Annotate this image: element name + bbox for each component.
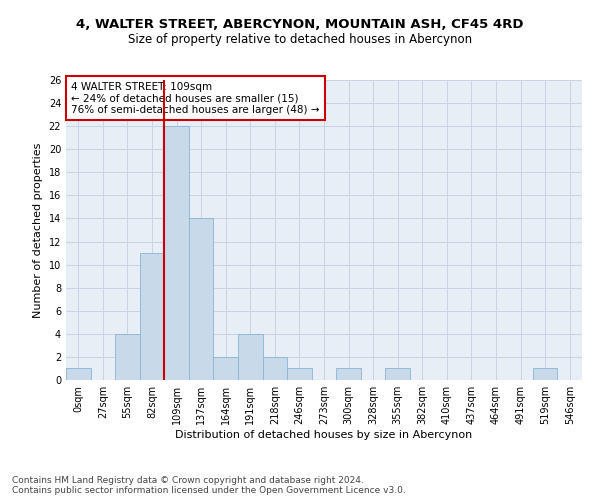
Text: 4, WALTER STREET, ABERCYNON, MOUNTAIN ASH, CF45 4RD: 4, WALTER STREET, ABERCYNON, MOUNTAIN AS… xyxy=(76,18,524,30)
Bar xyxy=(336,368,361,380)
Bar xyxy=(533,368,557,380)
X-axis label: Distribution of detached houses by size in Abercynon: Distribution of detached houses by size … xyxy=(175,430,473,440)
Bar xyxy=(263,357,287,380)
Bar xyxy=(238,334,263,380)
Bar xyxy=(287,368,312,380)
Bar xyxy=(115,334,140,380)
Text: Contains public sector information licensed under the Open Government Licence v3: Contains public sector information licen… xyxy=(12,486,406,495)
Bar xyxy=(66,368,91,380)
Bar xyxy=(385,368,410,380)
Text: Contains HM Land Registry data © Crown copyright and database right 2024.: Contains HM Land Registry data © Crown c… xyxy=(12,476,364,485)
Text: Size of property relative to detached houses in Abercynon: Size of property relative to detached ho… xyxy=(128,32,472,46)
Bar xyxy=(189,218,214,380)
Text: 4 WALTER STREET: 109sqm
← 24% of detached houses are smaller (15)
76% of semi-de: 4 WALTER STREET: 109sqm ← 24% of detache… xyxy=(71,82,320,114)
Bar xyxy=(214,357,238,380)
Bar xyxy=(164,126,189,380)
Y-axis label: Number of detached properties: Number of detached properties xyxy=(33,142,43,318)
Bar xyxy=(140,253,164,380)
